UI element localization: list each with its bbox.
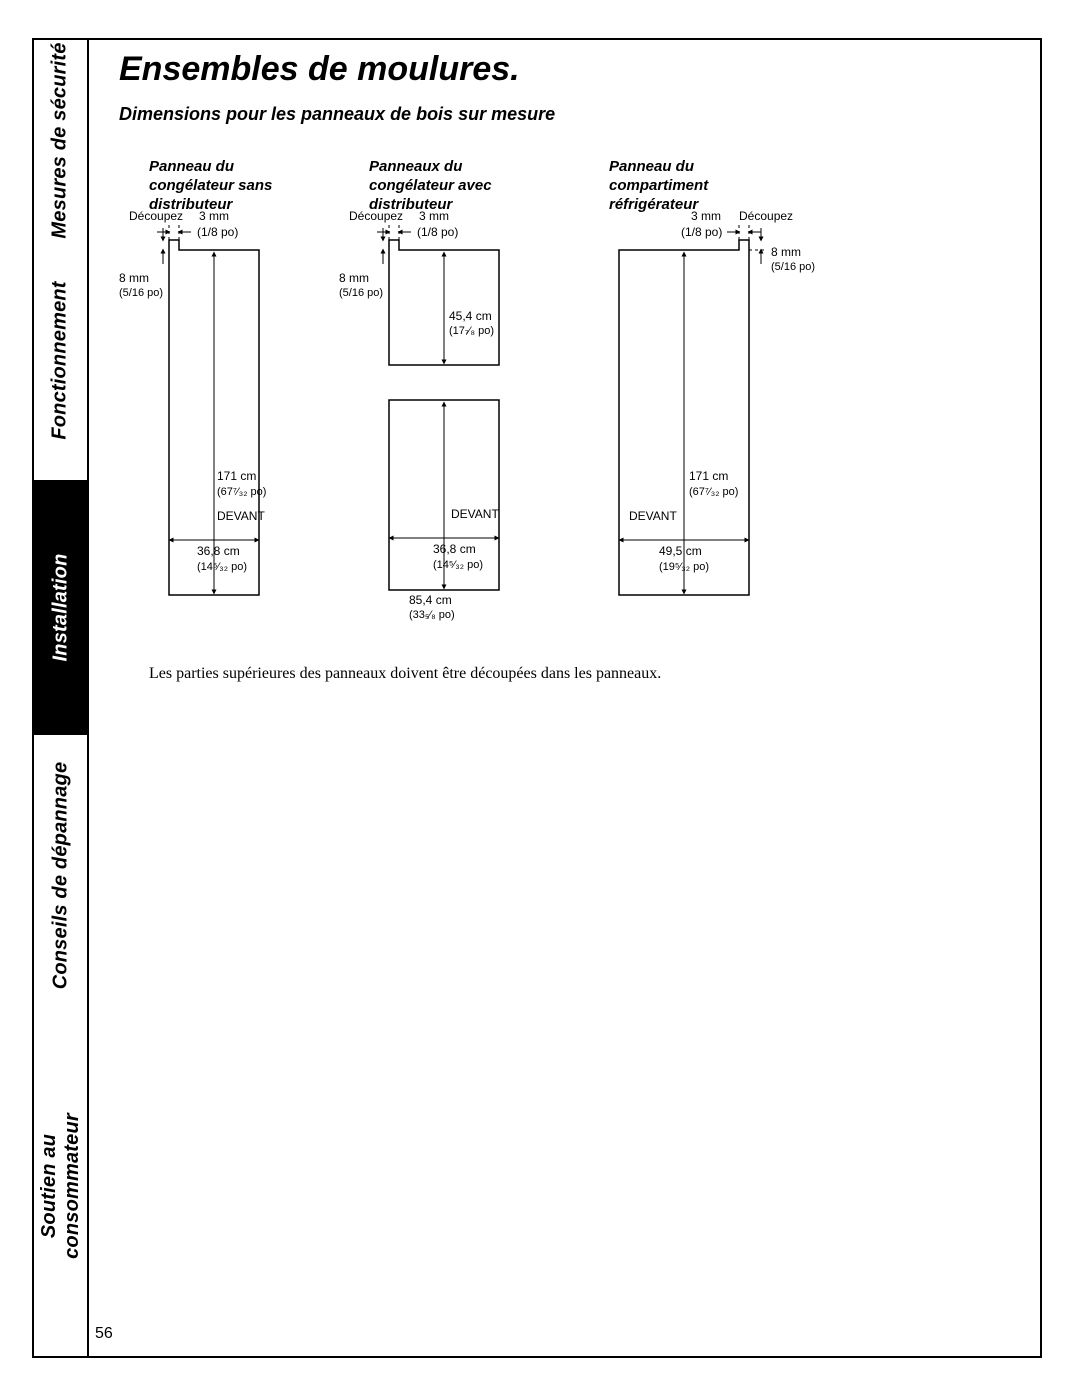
label-3mm: 3 mm	[419, 209, 449, 223]
label-width-in: (19⁵⁄₃₂ po)	[659, 561, 709, 573]
main-content: Ensembles de moulures. Dimensions pour l…	[89, 40, 1040, 1356]
label-height-in: (67⁷⁄₃₂ po)	[689, 486, 738, 498]
label-8mm-in: (5/16 po)	[771, 261, 815, 273]
label-3mm-in: (1/8 po)	[681, 225, 722, 239]
diagram-b: Découpez 3 mm (1/8 po) 8 mm (5/16 po) 45…	[339, 220, 559, 640]
sidebar-tab-label: Installation	[49, 554, 72, 662]
label-3mm: 3 mm	[199, 209, 229, 223]
label-3mm-in: (1/8 po)	[417, 225, 458, 239]
label-height-cm: 171 cm	[689, 469, 728, 483]
sidebar-tab-label: Fonctionnement	[49, 281, 72, 439]
sidebar-tab-label: Mesures de sécurité	[49, 42, 72, 238]
column-header-c: Panneau ducompartimentréfrigérateur	[609, 158, 708, 214]
sidebar-tab-fonctionnement: Fonctionnement	[34, 240, 89, 480]
label-decoupez: Découpez	[349, 209, 403, 223]
sidebar-tab-installation: Installation	[34, 480, 89, 735]
sidebar-tab-label: Soutien auconsommateur	[38, 1113, 84, 1259]
label-8mm-in: (5/16 po)	[339, 287, 383, 299]
label-height-in: (67⁷⁄₃₂ po)	[217, 486, 266, 498]
label-decoupez: Découpez	[129, 209, 183, 223]
label-devant: DEVANT	[217, 509, 265, 523]
sidebar-tab-soutien: Soutien auconsommateur	[34, 1015, 89, 1356]
note-text: Les parties supérieures des panneaux doi…	[149, 665, 949, 683]
label-bot-h-in: (33₅⁄₈ po)	[409, 609, 455, 621]
column-header-a: Panneau ducongélateur sansdistributeur	[149, 158, 272, 214]
page-number: 56	[95, 1325, 113, 1343]
label-height-cm: 171 cm	[217, 469, 256, 483]
label-bot-h-cm: 85,4 cm	[409, 593, 452, 607]
label-width-in: (14⁵⁄₃₂ po)	[433, 559, 483, 571]
label-devant: DEVANT	[451, 507, 499, 521]
label-width-cm: 36,8 cm	[433, 542, 476, 556]
diagram-c: 3 mm Découpez (1/8 po) 8 mm (5/16 po) 17…	[589, 220, 849, 620]
sidebar-tab-mesures: Mesures de sécurité	[34, 40, 89, 240]
label-3mm-in: (1/8 po)	[197, 225, 238, 239]
label-width-in: (14⁵⁄₃₂ po)	[197, 561, 247, 573]
label-8mm: 8 mm	[119, 271, 149, 285]
sidebar-tab-conseils: Conseils de dépannage	[34, 735, 89, 1015]
sidebar-tab-label: Conseils de dépannage	[49, 761, 72, 989]
label-3mm: 3 mm	[691, 209, 721, 223]
label-8mm: 8 mm	[339, 271, 369, 285]
label-8mm: 8 mm	[771, 245, 801, 259]
diagram-a: Découpez 3 mm (1/8 po) 8 mm (5/16 po) 17…	[119, 220, 339, 620]
label-top-h-cm: 45,4 cm	[449, 309, 492, 323]
section-title: Dimensions pour les panneaux de bois sur…	[119, 104, 555, 125]
column-header-b: Panneaux ducongélateur avecdistributeur	[369, 158, 492, 214]
label-width-cm: 49,5 cm	[659, 544, 702, 558]
page-title: Ensembles de moulures.	[119, 50, 520, 89]
label-decoupez: Découpez	[739, 209, 793, 223]
label-devant: DEVANT	[629, 509, 677, 523]
page-frame: Mesures de sécurité Fonctionnement Insta…	[32, 38, 1042, 1358]
label-top-h-in: (17₇⁄₈ po)	[449, 325, 494, 337]
page: Mesures de sécurité Fonctionnement Insta…	[0, 0, 1080, 1397]
label-8mm-in: (5/16 po)	[119, 287, 163, 299]
label-width-cm: 36,8 cm	[197, 544, 240, 558]
